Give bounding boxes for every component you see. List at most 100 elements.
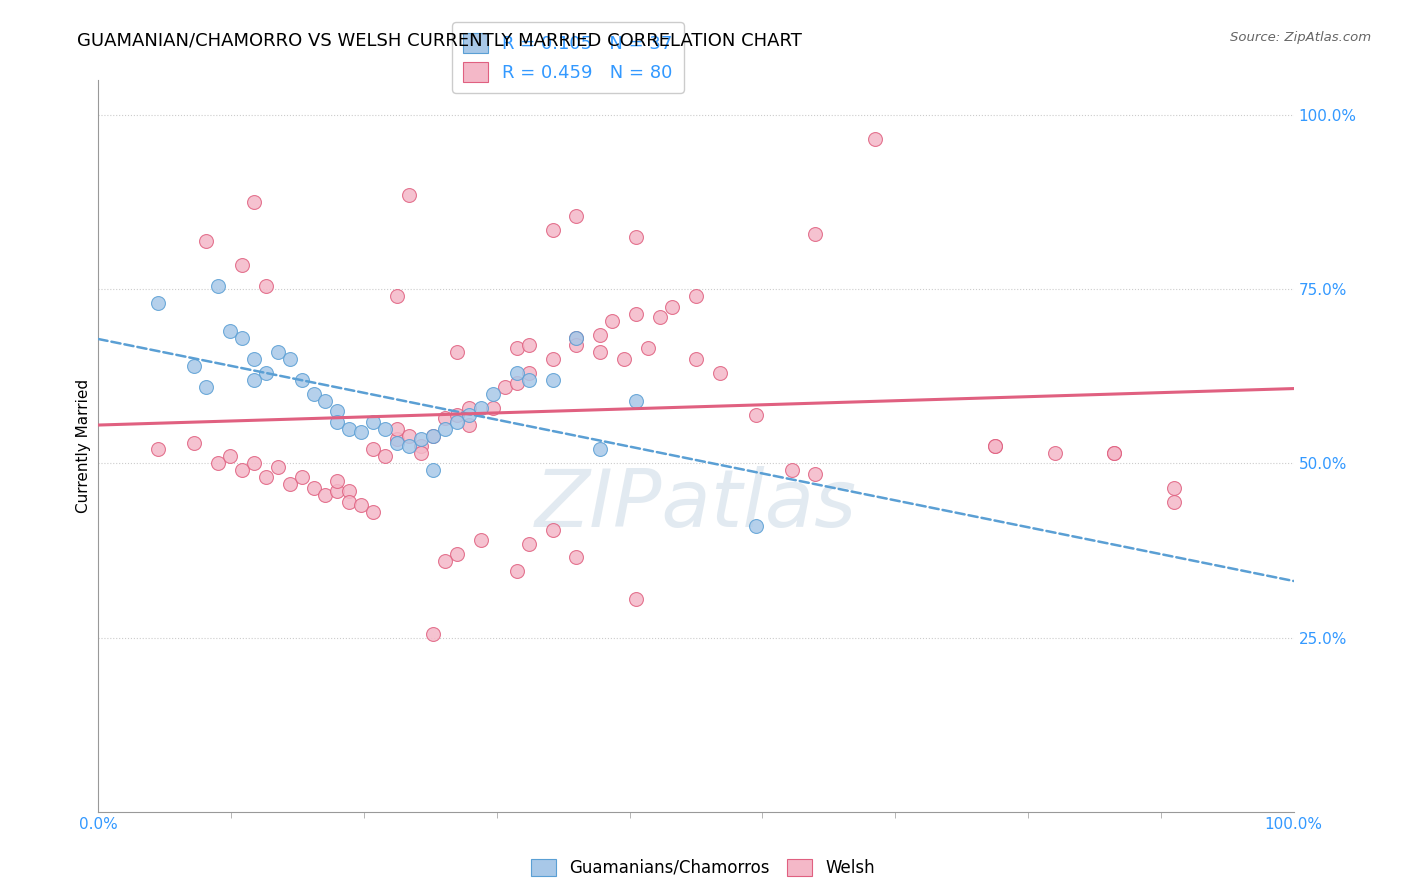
Point bbox=[804, 227, 827, 241]
Point bbox=[350, 498, 373, 512]
Point bbox=[565, 331, 588, 345]
Point bbox=[326, 484, 349, 499]
Point bbox=[183, 435, 205, 450]
Point bbox=[626, 592, 648, 607]
Point bbox=[565, 550, 588, 565]
Point bbox=[661, 300, 683, 314]
Point bbox=[291, 470, 314, 484]
Point bbox=[709, 366, 731, 380]
Point bbox=[267, 345, 290, 359]
Point bbox=[517, 366, 540, 380]
Point bbox=[267, 459, 290, 474]
Point bbox=[398, 439, 420, 453]
Point bbox=[626, 393, 648, 408]
Point bbox=[411, 446, 433, 460]
Point bbox=[363, 442, 385, 457]
Point bbox=[195, 380, 218, 394]
Point bbox=[458, 401, 481, 415]
Point bbox=[602, 313, 624, 327]
Point bbox=[315, 393, 337, 408]
Point bbox=[565, 209, 588, 223]
Point bbox=[1104, 446, 1126, 460]
Point bbox=[481, 401, 505, 415]
Point bbox=[506, 366, 529, 380]
Point bbox=[984, 439, 1007, 453]
Text: GUAMANIAN/CHAMORRO VS WELSH CURRENTLY MARRIED CORRELATION CHART: GUAMANIAN/CHAMORRO VS WELSH CURRENTLY MA… bbox=[77, 31, 803, 49]
Point bbox=[780, 463, 803, 477]
Point bbox=[1104, 446, 1126, 460]
Point bbox=[339, 484, 361, 499]
Point bbox=[434, 421, 457, 435]
Point bbox=[326, 404, 349, 418]
Point bbox=[506, 342, 529, 356]
Point bbox=[434, 554, 457, 568]
Point bbox=[541, 223, 564, 237]
Point bbox=[411, 439, 433, 453]
Point bbox=[470, 533, 492, 547]
Point bbox=[411, 432, 433, 446]
Point bbox=[385, 432, 409, 446]
Point bbox=[541, 373, 564, 387]
Point bbox=[481, 386, 505, 401]
Point bbox=[243, 373, 266, 387]
Point bbox=[148, 442, 170, 457]
Point bbox=[745, 519, 768, 533]
Point bbox=[254, 366, 277, 380]
Point bbox=[685, 351, 707, 366]
Point bbox=[278, 351, 301, 366]
Point bbox=[350, 425, 373, 439]
Point bbox=[984, 439, 1007, 453]
Point bbox=[385, 421, 409, 435]
Point bbox=[517, 536, 540, 550]
Point bbox=[291, 373, 314, 387]
Y-axis label: Currently Married: Currently Married bbox=[76, 379, 91, 513]
Point bbox=[685, 289, 707, 303]
Point bbox=[398, 428, 420, 442]
Point bbox=[422, 428, 444, 442]
Point bbox=[315, 488, 337, 502]
Point bbox=[458, 418, 481, 433]
Point bbox=[231, 463, 253, 477]
Point bbox=[626, 307, 648, 321]
Point bbox=[506, 376, 529, 391]
Point bbox=[254, 278, 277, 293]
Point bbox=[1163, 481, 1185, 495]
Point bbox=[804, 467, 827, 481]
Point bbox=[148, 296, 170, 310]
Point bbox=[374, 450, 396, 464]
Point bbox=[243, 195, 266, 210]
Text: ZIPatlas: ZIPatlas bbox=[534, 466, 858, 543]
Text: Source: ZipAtlas.com: Source: ZipAtlas.com bbox=[1230, 31, 1371, 45]
Point bbox=[565, 338, 588, 352]
Point bbox=[326, 474, 349, 488]
Point bbox=[243, 457, 266, 471]
Point bbox=[458, 408, 481, 422]
Point bbox=[219, 450, 242, 464]
Point bbox=[434, 411, 457, 425]
Point bbox=[1043, 446, 1066, 460]
Point bbox=[613, 351, 636, 366]
Point bbox=[339, 421, 361, 435]
Point bbox=[865, 132, 887, 146]
Point bbox=[302, 481, 325, 495]
Point bbox=[363, 415, 385, 429]
Point bbox=[278, 477, 301, 491]
Point bbox=[541, 523, 564, 537]
Point bbox=[207, 457, 229, 471]
Point bbox=[446, 345, 468, 359]
Point bbox=[231, 258, 253, 272]
Point bbox=[231, 331, 253, 345]
Point bbox=[517, 338, 540, 352]
Point bbox=[326, 415, 349, 429]
Point bbox=[195, 234, 218, 248]
Point bbox=[565, 331, 588, 345]
Point bbox=[650, 310, 672, 325]
Point bbox=[374, 421, 396, 435]
Point bbox=[254, 470, 277, 484]
Point bbox=[589, 345, 612, 359]
Point bbox=[422, 428, 444, 442]
Point bbox=[398, 188, 420, 202]
Point bbox=[183, 359, 205, 373]
Point bbox=[339, 494, 361, 508]
Point bbox=[385, 289, 409, 303]
